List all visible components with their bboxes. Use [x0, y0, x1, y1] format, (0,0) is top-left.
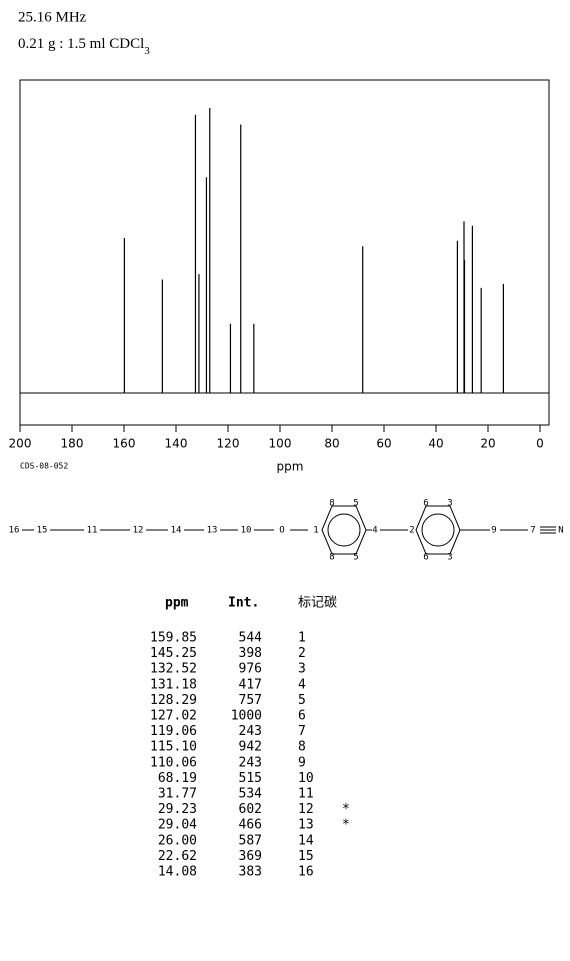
- carbon-cell: 1: [298, 631, 306, 646]
- note-cell: *: [342, 818, 350, 833]
- carbon-cell: 12: [298, 802, 314, 817]
- ppm-cell: 110.06: [150, 755, 197, 770]
- atom-label: 7: [530, 526, 535, 536]
- atom-label: 5: [353, 499, 358, 509]
- carbon-cell: 15: [298, 849, 314, 864]
- ring: [321, 505, 367, 555]
- atom-label: 3: [447, 499, 452, 509]
- x-tick-label: 60: [376, 437, 391, 451]
- int-cell: 398: [239, 646, 262, 661]
- int-cell: 976: [239, 662, 262, 677]
- atom-label: 13: [207, 526, 218, 536]
- ring: [415, 505, 461, 555]
- ring-circle: [327, 513, 361, 547]
- int-cell: 587: [239, 833, 262, 848]
- int-cell: 544: [239, 631, 263, 646]
- ppm-cell: 26.00: [158, 833, 197, 848]
- note-cell: *: [342, 802, 350, 817]
- x-tick-label: 0: [536, 437, 544, 451]
- carbon-cell: 8: [298, 740, 306, 755]
- ppm-cell: 132.52: [150, 662, 197, 677]
- int-cell: 942: [239, 740, 262, 755]
- ppm-cell: 68.19: [158, 771, 197, 786]
- ppm-cell: 119.06: [150, 724, 197, 739]
- x-tick-label: 80: [324, 437, 339, 451]
- sample: 0.21 g : 1.5 ml CDCl3: [18, 36, 150, 56]
- plot-frame: [19, 79, 550, 426]
- ppm-cell: 31.77: [158, 787, 197, 802]
- atom-label: 5: [353, 553, 358, 563]
- int-cell: 534: [239, 787, 263, 802]
- ppm-cell: 127.02: [150, 709, 197, 724]
- frequency: 25.16 MHz: [18, 9, 87, 25]
- carbon-cell: 6: [298, 709, 306, 724]
- int-cell: 602: [239, 802, 262, 817]
- ppm-cell: 14.08: [158, 865, 197, 880]
- ppm-cell: 128.29: [150, 693, 197, 708]
- atom-label: 6: [423, 499, 428, 509]
- x-tick-label: 100: [269, 437, 292, 451]
- int-cell: 757: [239, 693, 262, 708]
- atom-label: 14: [171, 526, 182, 536]
- x-tick-label: 120: [217, 437, 240, 451]
- atom-label: 10: [241, 526, 252, 536]
- carbon-cell: 14: [298, 833, 314, 848]
- table-header: Int.: [228, 596, 259, 611]
- atom-label: 6: [423, 553, 428, 563]
- table-header: 标记碳: [298, 596, 337, 611]
- carbon-cell: 13: [298, 818, 314, 833]
- carbon-cell: 2: [298, 646, 306, 661]
- int-cell: 243: [239, 755, 262, 770]
- atom-label: 9: [491, 526, 496, 536]
- atom-label: O: [279, 526, 284, 536]
- carbon-cell: 16: [298, 865, 314, 880]
- int-cell: 383: [239, 865, 262, 880]
- x-tick-label: 160: [113, 437, 136, 451]
- x-tick-label: 40: [428, 437, 443, 451]
- atom-label: 2: [409, 526, 414, 536]
- ppm-cell: 29.04: [158, 818, 197, 833]
- int-cell: 515: [239, 771, 262, 786]
- ppm-cell: 131.18: [150, 677, 197, 692]
- ppm-cell: 159.85: [150, 631, 197, 646]
- int-cell: 466: [239, 818, 262, 833]
- molecule: [22, 505, 556, 555]
- carbon-cell: 3: [298, 662, 306, 677]
- int-cell: 243: [239, 724, 262, 739]
- ppm-cell: 22.62: [158, 849, 197, 864]
- int-cell: 417: [239, 677, 262, 692]
- atom-label: 12: [133, 526, 144, 536]
- carbon-cell: 5: [298, 693, 306, 708]
- atom-label: 8: [329, 553, 334, 563]
- x-tick-label: 180: [61, 437, 84, 451]
- atom-label: N: [558, 526, 563, 536]
- x-tick-label: 140: [165, 437, 188, 451]
- ppm-cell: 115.10: [150, 740, 197, 755]
- x-tick-label: 20: [480, 437, 495, 451]
- atom-label: 3: [447, 553, 452, 563]
- atom-label: 11: [87, 526, 98, 536]
- carbon-cell: 4: [298, 677, 306, 692]
- carbon-cell: 10: [298, 771, 314, 786]
- atom-label: 15: [37, 526, 48, 536]
- carbon-cell: 9: [298, 755, 306, 770]
- sample-sub: 3: [144, 45, 150, 57]
- ppm-cell: 29.23: [158, 802, 197, 817]
- carbon-cell: 11: [298, 787, 314, 802]
- table-header: ppm: [165, 596, 189, 611]
- atom-label: 4: [372, 526, 377, 536]
- int-cell: 369: [239, 849, 262, 864]
- spectrum-code: CDS-08-052: [20, 462, 68, 471]
- ppm-cell: 145.25: [150, 646, 197, 661]
- int-cell: 1000: [231, 709, 262, 724]
- x-tick-label: 200: [9, 437, 32, 451]
- atom-label: 8: [329, 499, 334, 509]
- x-axis-label: ppm: [277, 460, 304, 474]
- carbon-cell: 7: [298, 724, 306, 739]
- atom-label: 16: [9, 526, 20, 536]
- atom-label: 1: [313, 526, 318, 536]
- ring-circle: [421, 513, 455, 547]
- sample-text: 0.21 g : 1.5 ml CDCl: [18, 36, 144, 52]
